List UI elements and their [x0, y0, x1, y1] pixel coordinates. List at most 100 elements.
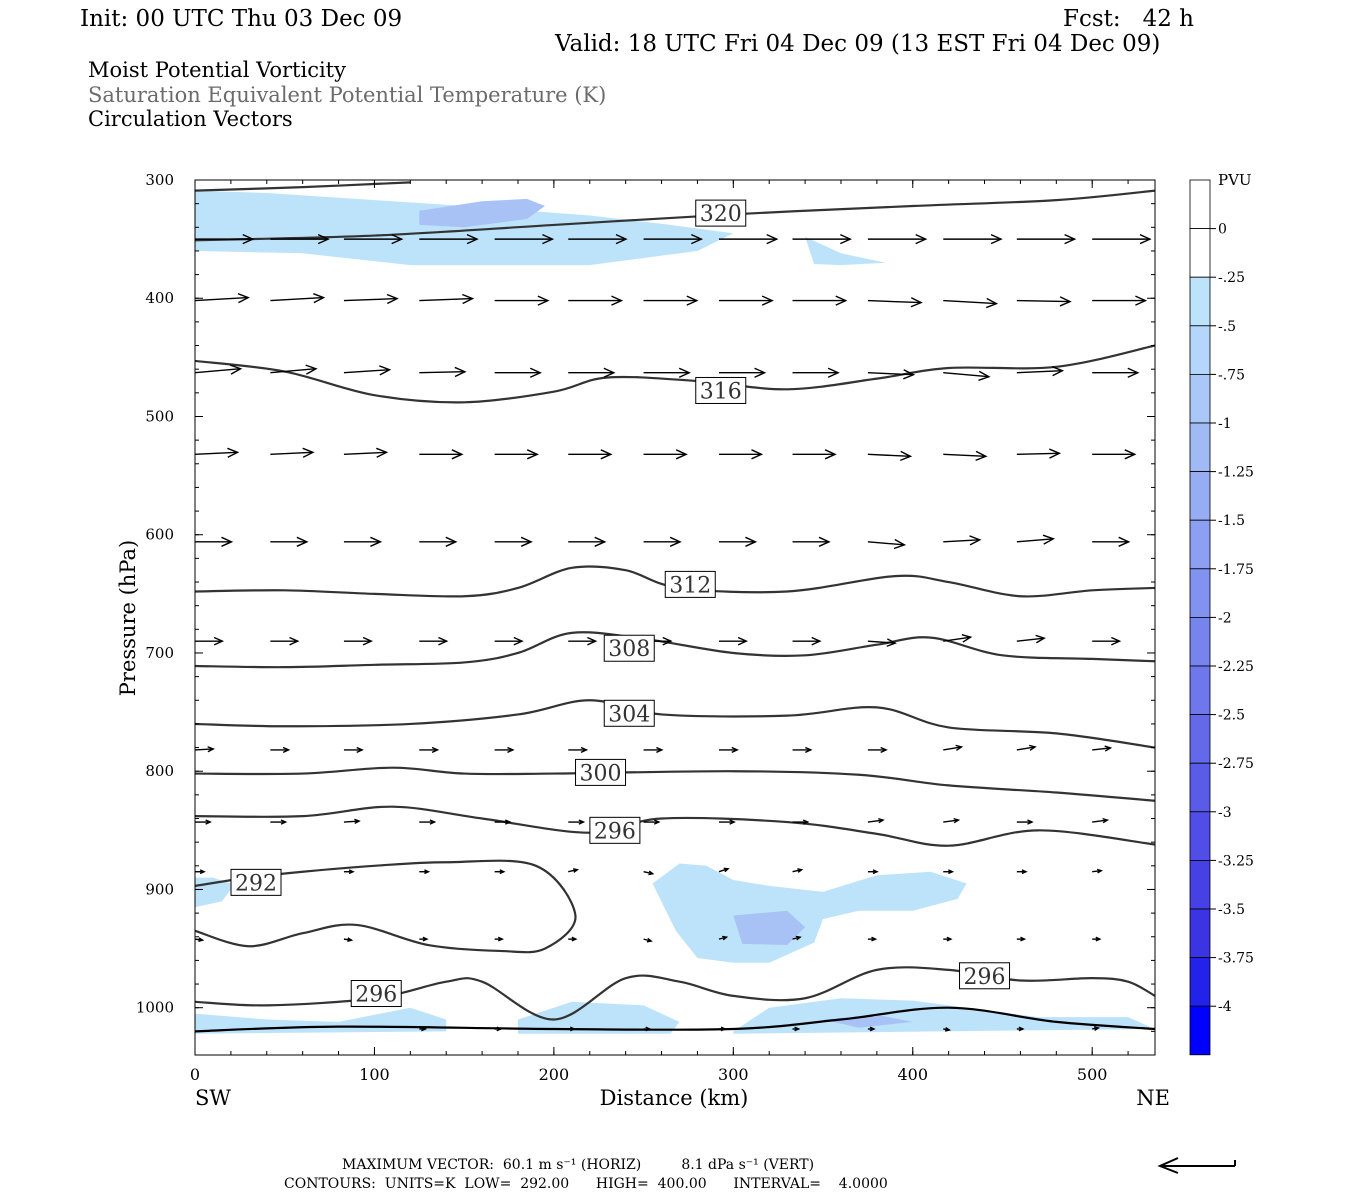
circulation-vector	[568, 868, 580, 873]
circulation-vector	[270, 819, 288, 825]
theta-es-contour-300	[195, 766, 1155, 802]
circulation-vector	[943, 450, 988, 462]
circulation-vector	[195, 536, 234, 547]
circulation-vector	[1016, 233, 1077, 245]
circulation-vector	[867, 936, 878, 942]
colorbar-swatch	[1189, 471, 1211, 521]
circulation-vector	[568, 536, 607, 547]
circulation-vector	[792, 1026, 801, 1032]
circulation-vector	[419, 449, 464, 460]
circulation-vector	[568, 233, 628, 245]
circulation-vector	[1092, 936, 1102, 942]
circulation-vector	[270, 364, 318, 375]
circulation-vector	[419, 746, 440, 754]
x-axis-label: Distance (km)	[600, 1086, 749, 1110]
x-tick-label: 500	[1077, 1065, 1108, 1084]
circulation-vector	[419, 536, 458, 547]
x-tick-label: 0	[190, 1065, 200, 1084]
contour-label: 312	[664, 570, 716, 598]
circulation-vector	[270, 447, 315, 458]
colorbar-label: -1.5	[1218, 513, 1245, 529]
circulation-vector	[792, 295, 848, 306]
circulation-vector	[867, 233, 928, 245]
circulation-vector	[419, 1026, 428, 1032]
y-tick-label: 700	[145, 644, 174, 662]
circulation-vector	[643, 870, 655, 876]
circulation-vector	[1092, 1026, 1100, 1031]
circulation-vector	[718, 295, 774, 306]
circulation-vector	[419, 636, 449, 646]
colorbar-label: 0	[1218, 222, 1227, 238]
y-tick-label: 400	[145, 289, 174, 307]
circulation-vector	[419, 233, 479, 245]
circulation-vector	[643, 449, 688, 460]
colorbar-swatch	[1189, 617, 1211, 667]
circulation-vector	[568, 746, 589, 754]
circulation-vector	[943, 936, 953, 942]
circulation-vector	[643, 746, 664, 754]
colorbar-label: -3.75	[1218, 951, 1254, 967]
contour-label: 320	[695, 199, 747, 227]
colorbar-label: -1.25	[1218, 465, 1254, 481]
circulation-vector	[343, 937, 354, 943]
colorbar-swatch	[1189, 422, 1211, 472]
colorbar-label: -1.75	[1218, 562, 1254, 578]
circulation-vector	[270, 636, 300, 646]
circulation-vector	[195, 447, 240, 458]
colorbar-label: -.75	[1218, 367, 1245, 383]
contour-label: 296	[959, 962, 1011, 990]
circulation-vector	[270, 293, 326, 304]
colorbar-swatch	[1189, 811, 1211, 861]
plot-frame	[194, 179, 1156, 1056]
colorbar-label: -2	[1218, 610, 1232, 626]
circulation-vector	[494, 295, 550, 306]
colorbar-swatch	[1189, 179, 1211, 229]
colorbar-swatch	[1189, 325, 1211, 375]
x-tick-label: 300	[718, 1065, 749, 1084]
colorbar-swatch	[1189, 908, 1211, 958]
circulation-vector	[195, 937, 205, 943]
y-tick-label: 600	[145, 526, 174, 544]
circulation-vector	[494, 449, 539, 460]
circulation-vector	[419, 819, 437, 825]
contour-label: 296	[589, 816, 641, 844]
colorbar-label: -3	[1218, 805, 1232, 821]
circulation-vector	[1092, 745, 1113, 752]
circulation-vector	[195, 364, 243, 375]
circulation-vector	[1016, 448, 1062, 459]
theta-es-contour-292	[195, 859, 577, 954]
colorbar-swatch	[1189, 228, 1211, 278]
colorbar-swatch	[1189, 568, 1211, 618]
circulation-vector	[643, 937, 653, 943]
circulation-vector	[343, 536, 383, 547]
circulation-vector	[643, 367, 691, 378]
colorbar-swatch	[1189, 665, 1211, 715]
theta-es-contour-320	[195, 181, 411, 192]
circulation-vector	[718, 819, 736, 825]
colorbar-label: -1	[1218, 416, 1232, 432]
x-tick-label: 400	[897, 1065, 928, 1084]
circulation-vector	[792, 935, 802, 941]
forecast-hour: Fcst: 42 h	[1063, 6, 1194, 32]
circulation-vector	[494, 233, 555, 245]
circulation-vector	[1092, 536, 1131, 547]
contour-label: 292	[230, 868, 282, 896]
circulation-vector	[568, 636, 598, 646]
circulation-vector	[792, 536, 831, 547]
circulation-vector	[1016, 296, 1072, 307]
circulation-vector	[943, 535, 982, 546]
circulation-vector	[792, 868, 804, 873]
circulation-vector	[643, 233, 704, 245]
x-end-label-ne: NE	[1136, 1086, 1170, 1110]
circulation-vector	[1092, 817, 1110, 824]
circulation-vector	[1016, 744, 1037, 751]
pv-shaded-region	[652, 863, 967, 963]
x-tick-label: 200	[539, 1065, 570, 1084]
circulation-vector	[494, 746, 515, 754]
circulation-vector	[792, 746, 813, 754]
circulation-vector	[419, 293, 475, 305]
circulation-vector	[1092, 636, 1122, 646]
circulation-vector	[343, 636, 374, 646]
circulation-vector	[343, 293, 399, 305]
